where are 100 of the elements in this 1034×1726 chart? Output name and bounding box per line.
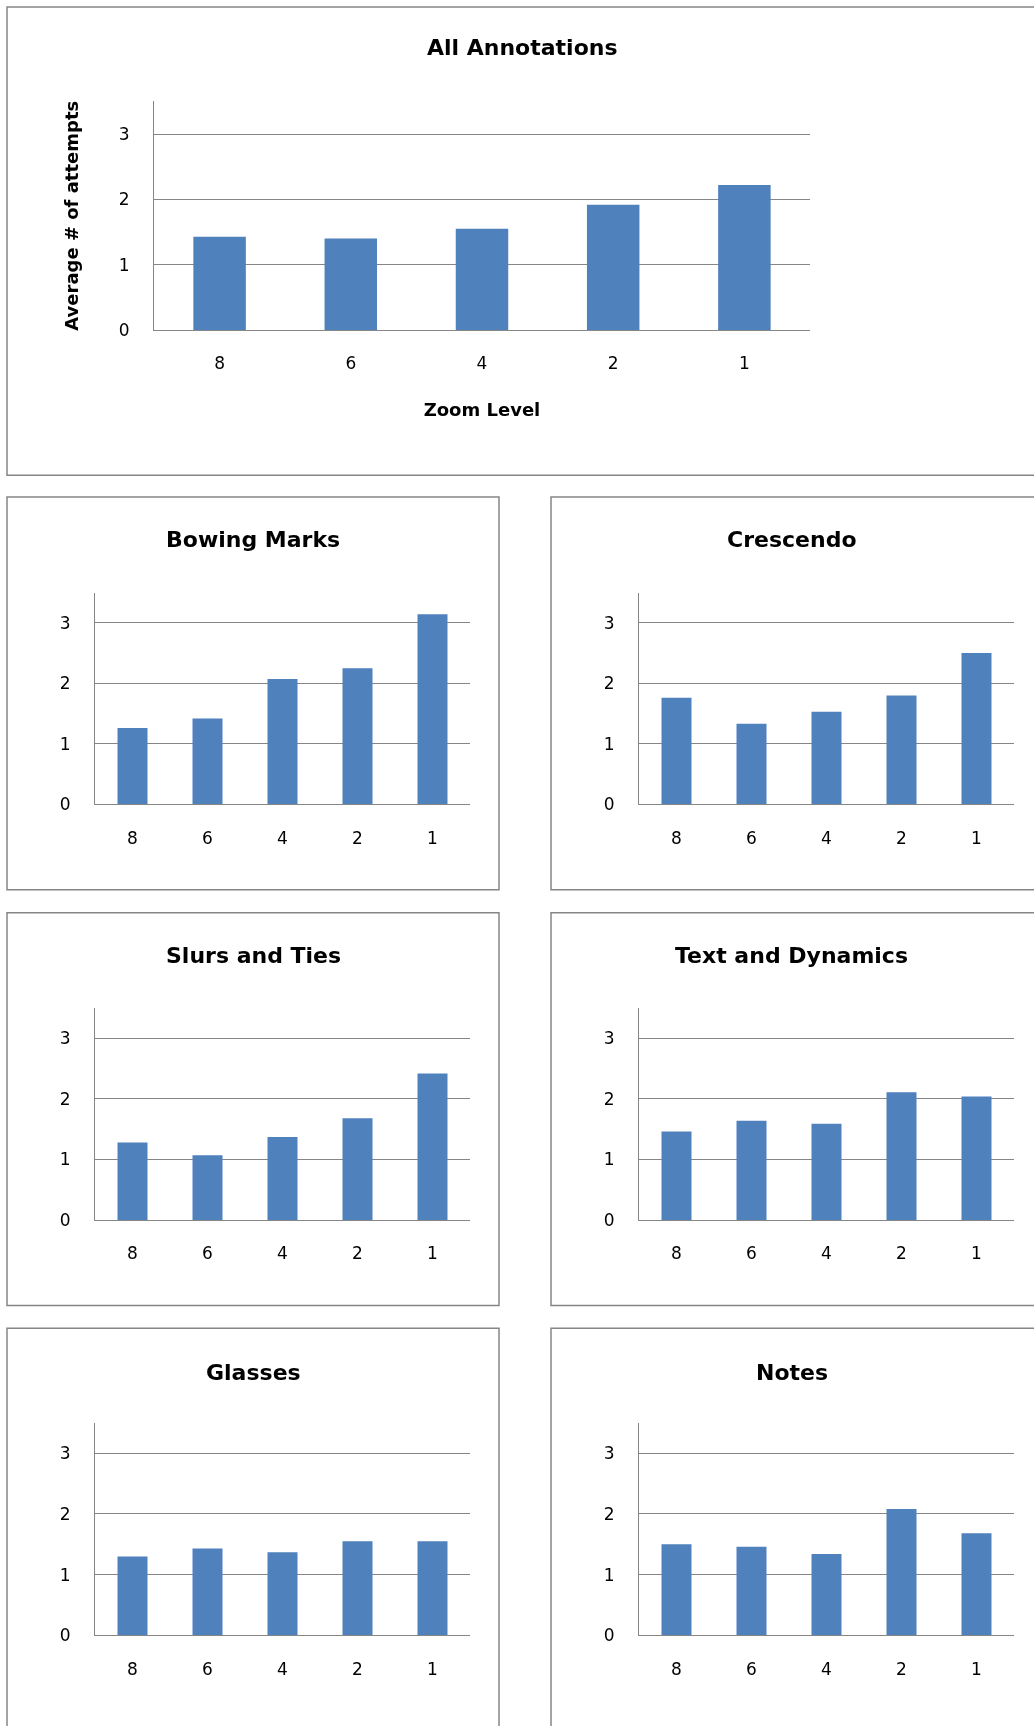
y-tick-label: 2 (118, 189, 130, 210)
x-tick-label: 8 (127, 1658, 138, 1679)
x-tick-label: 4 (476, 353, 488, 374)
bar (267, 1552, 298, 1636)
x-tick-label: 8 (671, 827, 682, 848)
y-tick-label: 2 (603, 1503, 615, 1524)
bar (417, 1541, 448, 1636)
bar (324, 238, 378, 331)
bar (961, 1533, 992, 1636)
x-tick-label: 6 (746, 1658, 757, 1679)
chart-title: Notes (756, 1360, 829, 1385)
bar (661, 1544, 692, 1636)
x-tick-label: 6 (202, 1243, 213, 1264)
y-tick-label: 3 (59, 1028, 71, 1049)
bar (961, 653, 992, 805)
bar (661, 697, 692, 805)
y-tick-label: 3 (603, 1028, 615, 1049)
x-tick-label: 4 (277, 1658, 288, 1679)
bar (886, 1509, 917, 1636)
x-axis-title: Zoom Level (423, 398, 541, 420)
bar (736, 1546, 767, 1636)
bar (417, 614, 448, 805)
y-tick-label: 1 (603, 733, 615, 754)
x-tick-label: 2 (352, 1243, 363, 1264)
y-tick-label: 3 (118, 124, 130, 145)
bar (192, 718, 223, 805)
bar (661, 1131, 692, 1220)
y-axis-title: Average # of attempts (60, 100, 82, 331)
x-tick-label: 1 (971, 1658, 982, 1679)
x-tick-label: 8 (127, 1243, 138, 1264)
x-tick-label: 4 (821, 1243, 832, 1264)
y-tick-label: 1 (59, 1149, 71, 1170)
bar (267, 679, 298, 805)
bar (342, 1118, 373, 1220)
bar (342, 1541, 373, 1636)
bar (455, 228, 509, 331)
chart-title: Bowing Marks (166, 527, 341, 552)
x-tick-label: 1 (971, 827, 982, 848)
x-tick-label: 2 (352, 1658, 363, 1679)
x-tick-label: 4 (277, 1243, 288, 1264)
x-tick-label: 4 (821, 1658, 832, 1679)
x-tick-label: 2 (896, 1658, 907, 1679)
chart-title: Crescendo (727, 527, 857, 552)
bar (117, 728, 148, 805)
y-tick-label: 3 (603, 612, 615, 633)
bar (736, 723, 767, 805)
chart-title: Glasses (206, 1360, 301, 1385)
y-tick-label: 0 (603, 1625, 615, 1646)
x-tick-label: 1 (738, 353, 750, 374)
bar (342, 668, 373, 805)
y-tick-label: 2 (59, 1088, 71, 1109)
bar (961, 1096, 992, 1220)
bar (117, 1556, 148, 1636)
y-tick-label: 2 (59, 1503, 71, 1524)
y-tick-label: 3 (59, 1443, 71, 1464)
bar (586, 204, 640, 331)
x-tick-label: 1 (971, 1243, 982, 1264)
bar (193, 236, 246, 331)
bar (886, 1092, 917, 1220)
x-tick-label: 6 (746, 827, 757, 848)
bar (192, 1155, 223, 1220)
y-tick-label: 0 (59, 794, 71, 815)
x-tick-label: 1 (427, 1658, 438, 1679)
x-tick-label: 8 (671, 1658, 682, 1679)
bar (192, 1548, 223, 1636)
y-tick-label: 0 (59, 1625, 71, 1646)
y-tick-label: 0 (603, 794, 615, 815)
y-tick-label: 1 (603, 1564, 615, 1585)
x-tick-label: 4 (821, 827, 832, 848)
chart-title: All Annotations (427, 35, 618, 60)
bar (417, 1073, 448, 1220)
y-tick-label: 1 (59, 733, 71, 754)
x-tick-label: 6 (202, 827, 213, 848)
y-tick-label: 2 (603, 673, 615, 694)
y-tick-label: 1 (59, 1564, 71, 1585)
y-tick-label: 0 (603, 1209, 615, 1230)
x-tick-label: 6 (746, 1243, 757, 1264)
bar (886, 695, 917, 805)
x-tick-label: 1 (427, 1243, 438, 1264)
x-tick-label: 1 (427, 827, 438, 848)
y-tick-label: 0 (118, 320, 130, 341)
bar (718, 185, 771, 331)
y-tick-label: 1 (118, 254, 130, 275)
y-tick-label: 3 (59, 612, 71, 633)
y-tick-label: 3 (603, 1443, 615, 1464)
bar (811, 1123, 842, 1220)
x-tick-label: 4 (277, 827, 288, 848)
chart-title: Slurs and Ties (166, 943, 342, 968)
x-tick-label: 2 (896, 827, 907, 848)
y-tick-label: 2 (603, 1088, 615, 1109)
x-tick-label: 2 (352, 827, 363, 848)
bar (267, 1137, 298, 1220)
y-tick-label: 2 (59, 673, 71, 694)
x-tick-label: 8 (214, 353, 226, 374)
x-tick-label: 2 (896, 1243, 907, 1264)
bar (736, 1120, 767, 1220)
x-tick-label: 6 (345, 353, 357, 374)
bar (811, 1554, 842, 1636)
x-tick-label: 8 (671, 1243, 682, 1264)
y-tick-label: 0 (59, 1209, 71, 1230)
